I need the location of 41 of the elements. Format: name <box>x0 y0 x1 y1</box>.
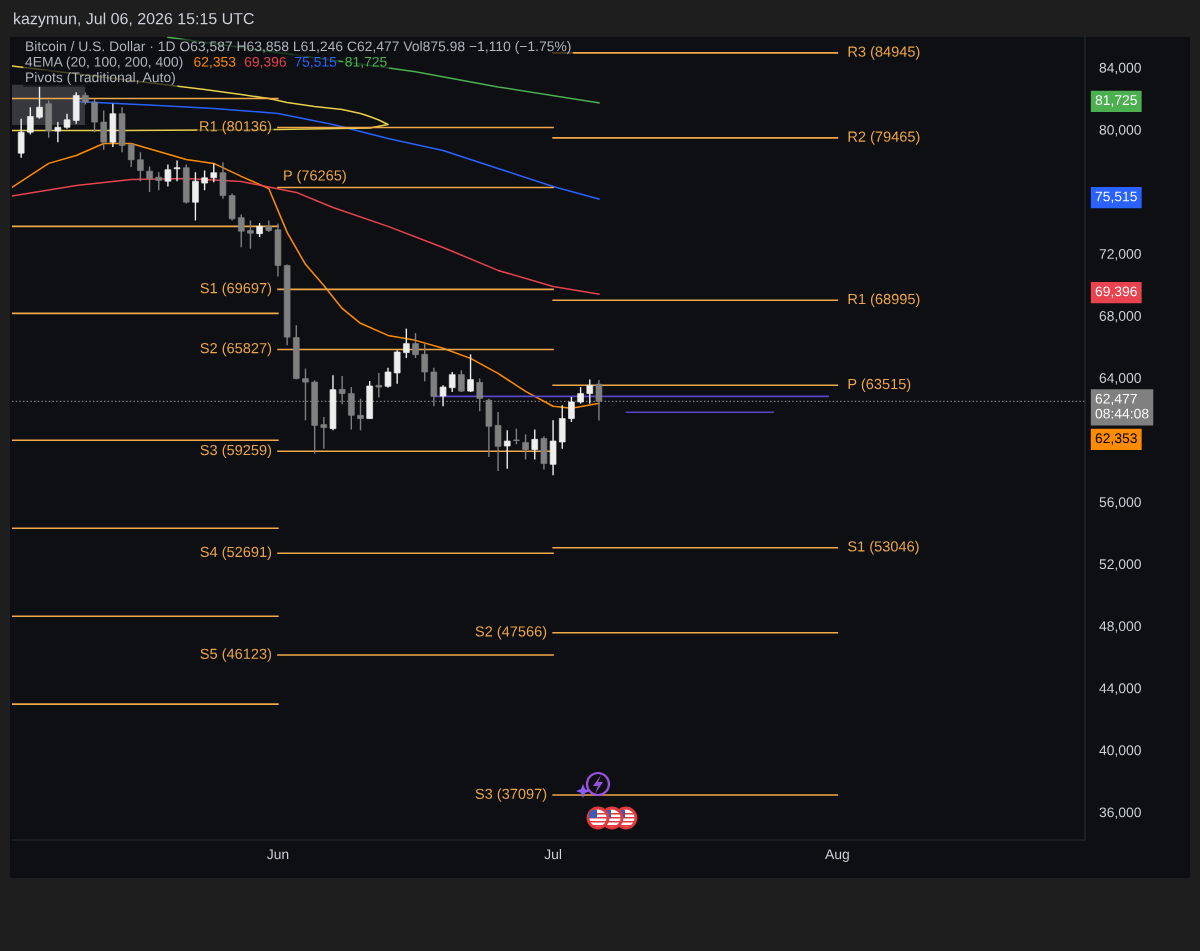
text: 69,396 <box>1095 286 1137 298</box>
series-label: R3 (84945) <box>848 46 920 60</box>
series-label: S1 (53046) <box>848 540 919 555</box>
series-label: P (76265) <box>284 169 346 184</box>
y-tick-label: 36,000 <box>1099 807 1141 819</box>
series-label: 81,725 <box>345 56 387 69</box>
y-tick-label: 56,000 <box>1099 497 1141 509</box>
annotation: 4EMA (20, 100, 200, 400) <box>25 56 183 70</box>
text: 75,515 <box>295 57 337 69</box>
text: 75,515 <box>1095 191 1137 203</box>
text: 62,353 <box>194 56 236 69</box>
text: kazymun, Jul 06, 2026 15:15 UTC <box>14 12 254 28</box>
y-tick-label: 84,000 <box>1099 62 1141 75</box>
series-label: S4 (52691) <box>200 546 272 560</box>
y-tick-label: 64,000 <box>1099 373 1141 385</box>
series-label: S2 (47566) <box>475 625 547 640</box>
y-tick-label: 80,000 <box>1099 124 1141 137</box>
annotation: Pivots (Traditional, Auto) <box>26 72 175 85</box>
y-tick-label: 44,000 <box>1099 683 1141 695</box>
series-label: R1 (80136) <box>200 120 272 135</box>
series-label: S3 (37097) <box>475 788 547 802</box>
text: 62,353 <box>1095 433 1137 445</box>
y-tick-label: 68,000 <box>1099 311 1141 323</box>
text: 69,396 <box>244 56 286 69</box>
y-tick-label: 48,000 <box>1099 621 1141 633</box>
y-tick-label: 40,000 <box>1099 745 1141 757</box>
annotation: Bitcoin / U.S. Dollar · 1D O63,587 H63,858 L61,246 C62,477 Vol875.98 −1,110 (−1.75%) <box>26 41 571 54</box>
series-label: R1 (68995) <box>848 293 920 308</box>
x-tick-label: Jun <box>266 849 289 860</box>
ref-line-label: 62,477 08:44:08 <box>1095 393 1149 419</box>
y-tick-label: 72,000 <box>1099 249 1141 261</box>
series-label: S2 (65827) <box>200 342 272 357</box>
y-tick-label: 52,000 <box>1099 559 1141 571</box>
series-label: S5 (46123) <box>200 648 272 662</box>
series-label: R2 (79465) <box>848 131 920 145</box>
series-label: P (63515) <box>848 378 911 393</box>
x-tick-label: Jul <box>544 849 562 860</box>
x-tick-label: Aug <box>825 849 849 862</box>
text: 81,725 <box>1095 95 1137 107</box>
series-label: S3 (59259) <box>200 444 272 459</box>
series-label: S1 (69697) <box>200 282 272 297</box>
